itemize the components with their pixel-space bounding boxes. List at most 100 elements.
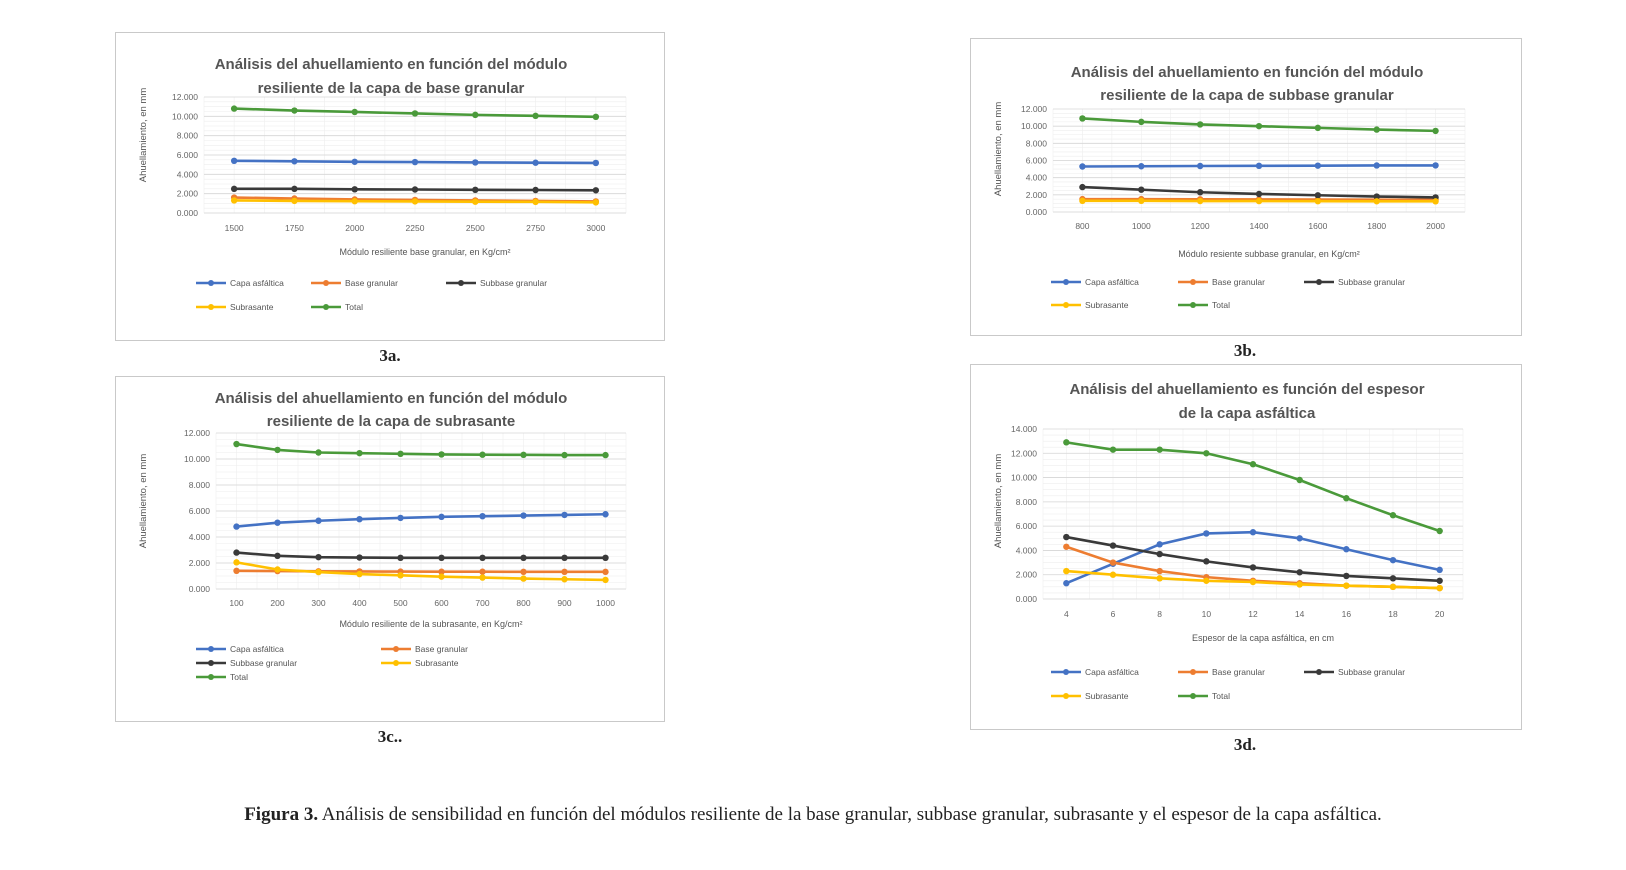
data-point-base-granular-3c [602, 568, 609, 576]
data-point-base-granular-3c [233, 567, 240, 574]
y-tick-label-3b: 6.000 [1026, 156, 1048, 166]
legend-label-total-3c: Total [230, 672, 248, 682]
data-point-subbase-granular-3c [438, 554, 445, 561]
data-point-total-3d [1249, 461, 1257, 468]
y-tick-label-3b: 8.000 [1026, 138, 1048, 148]
y-tick-label-3a: 6.000 [177, 150, 199, 160]
data-point-total-3c [233, 440, 240, 448]
data-point-subrasante-3a [230, 197, 238, 204]
legend-entry-subbase-granular-3b: Subbase granular [1304, 277, 1405, 287]
data-point-subrasante-3d [1296, 581, 1303, 588]
data-point-total-3d [1296, 476, 1303, 484]
data-point-subrasante-3a [411, 198, 419, 205]
legend-label-subbase-granular-3c: Subbase granular [230, 658, 297, 668]
data-point-subbase-granular-3c [233, 549, 240, 556]
data-point-subrasante-3d [1063, 567, 1070, 575]
data-point-subrasante-3d [1156, 575, 1163, 582]
y-tick-label-3c: 0.000 [189, 584, 211, 594]
x-axis-title-3d: Espesor de la capa asfáltica, en cm [1192, 633, 1334, 643]
chart-svg-3c: Análisis del ahuellamiento en función de… [138, 390, 627, 682]
panel-label-3b: 3b. [1233, 341, 1257, 360]
data-point-capa-asfaltica-3b [1373, 162, 1380, 169]
chart-title-3b-line2: resiliente de la capa de subbase granula… [1100, 87, 1394, 104]
data-point-subbase-granular-3c [479, 554, 486, 561]
series-capa-asfaltica-3c [233, 511, 609, 530]
data-point-capa-asfaltica-3a [472, 159, 479, 166]
data-point-capa-asfaltica-3a [592, 159, 600, 167]
legend-marker-base-granular-3d [1190, 669, 1196, 675]
data-point-capa-asfaltica-3b [1255, 162, 1263, 170]
legend-entry-total-3a: Total [311, 302, 363, 312]
data-point-capa-asfaltica-3b [1314, 162, 1322, 169]
data-point-subrasante-3d [1436, 584, 1443, 592]
y-tick-label-3d: 0.000 [1016, 594, 1038, 604]
y-tick-label-3a: 12.000 [172, 92, 198, 102]
data-point-capa-asfaltica-3d [1296, 535, 1303, 542]
legend-label-capa-asfaltica-3b: Capa asfáltica [1085, 277, 1139, 287]
chart-panel-3c: Análisis del ahuellamiento en función de… [115, 376, 665, 722]
data-point-capa-asfaltica-3d [1063, 580, 1070, 587]
data-point-subbase-granular-3a [230, 185, 238, 193]
data-point-capa-asfaltica-3d [1156, 541, 1163, 548]
x-tick-label-3b: 800 [1075, 221, 1089, 231]
data-point-capa-asfaltica-3b [1432, 162, 1439, 169]
figure-caption-label: Figura 3. [244, 804, 319, 825]
data-point-subrasante-3b [1432, 198, 1439, 205]
data-point-subrasante-3c [233, 559, 240, 566]
chart-svg-3a: Análisis del ahuellamiento en función de… [138, 56, 627, 312]
legend-marker-subrasante-3a [208, 304, 214, 310]
data-point-subrasante-3b [1314, 197, 1322, 205]
series-line-subrasante-3c [236, 561, 606, 582]
y-tick-label-3a: 8.000 [177, 131, 199, 141]
chart-svg-3b: Análisis del ahuellamiento en función de… [993, 64, 1466, 310]
data-point-subrasante-3a [532, 198, 539, 206]
chart-title-3d-line1: Análisis del ahuellamiento es función de… [1069, 381, 1424, 398]
data-point-subbase-granular-3d [1296, 569, 1303, 576]
legend-marker-total-3d [1190, 693, 1196, 699]
figure-caption: Figura 3. Análisis de sensibilidad en fu… [0, 804, 1626, 826]
data-point-total-3b [1196, 121, 1204, 128]
data-point-capa-asfaltica-3b [1138, 163, 1145, 170]
x-tick-label-3c: 500 [393, 598, 407, 608]
y-axis-title-3d: Ahuellamiento, en mm [993, 454, 1004, 549]
x-tick-label-3c: 300 [311, 598, 325, 608]
data-point-total-3d [1109, 446, 1117, 453]
data-point-total-3c [315, 449, 322, 456]
data-point-subbase-granular-3d [1343, 572, 1350, 580]
x-tick-label-3d: 20 [1435, 609, 1445, 619]
legend-marker-total-3a [323, 304, 329, 310]
legend-entry-subbase-granular-3a: Subbase granular [446, 278, 547, 288]
x-tick-label-3c: 600 [434, 598, 448, 608]
data-point-total-3a [532, 112, 539, 120]
data-point-total-3d [1156, 446, 1163, 453]
data-point-capa-asfaltica-3c [397, 514, 404, 522]
y-tick-label-3a: 10.000 [172, 111, 198, 121]
chart-title-3c-line1: Análisis del ahuellamiento en función de… [215, 390, 568, 407]
legend-marker-base-granular-3b [1190, 279, 1196, 285]
series-total-3a [230, 105, 600, 121]
chart-panel-3a: Análisis del ahuellamiento en función de… [115, 32, 665, 341]
x-tick-label-3d: 12 [1248, 609, 1258, 619]
data-point-subbase-granular-3a [592, 187, 600, 194]
legend-label-base-granular-3a: Base granular [345, 278, 398, 288]
x-tick-label-3d: 10 [1202, 609, 1212, 619]
y-tick-label-3b: 2.000 [1026, 190, 1048, 200]
data-point-subrasante-3d [1203, 577, 1210, 584]
legend-entry-base-granular-3a: Base granular [311, 278, 398, 288]
legend-marker-total-3b [1190, 302, 1196, 308]
legend-entry-capa-asfaltica-3c: Capa asfáltica [196, 644, 284, 654]
data-point-total-3d [1436, 527, 1443, 535]
data-point-capa-asfaltica-3d [1249, 529, 1257, 536]
data-point-subrasante-3c [520, 575, 527, 582]
data-point-total-3b [1432, 127, 1439, 135]
panel-label-3a: 3a. [379, 346, 401, 365]
legend-label-total-3b: Total [1212, 300, 1230, 310]
x-tick-label-3d: 8 [1157, 609, 1162, 619]
legend-label-subbase-granular-3a: Subbase granular [480, 278, 547, 288]
data-point-capa-asfaltica-3d [1343, 546, 1350, 553]
series-subbase-granular-3b [1079, 183, 1439, 201]
legend-entry-subrasante-3a: Subrasante [196, 302, 274, 312]
data-point-capa-asfaltica-3d [1389, 556, 1397, 564]
data-point-subbase-granular-3d [1109, 542, 1117, 549]
y-tick-label-3c: 10.000 [184, 454, 210, 464]
